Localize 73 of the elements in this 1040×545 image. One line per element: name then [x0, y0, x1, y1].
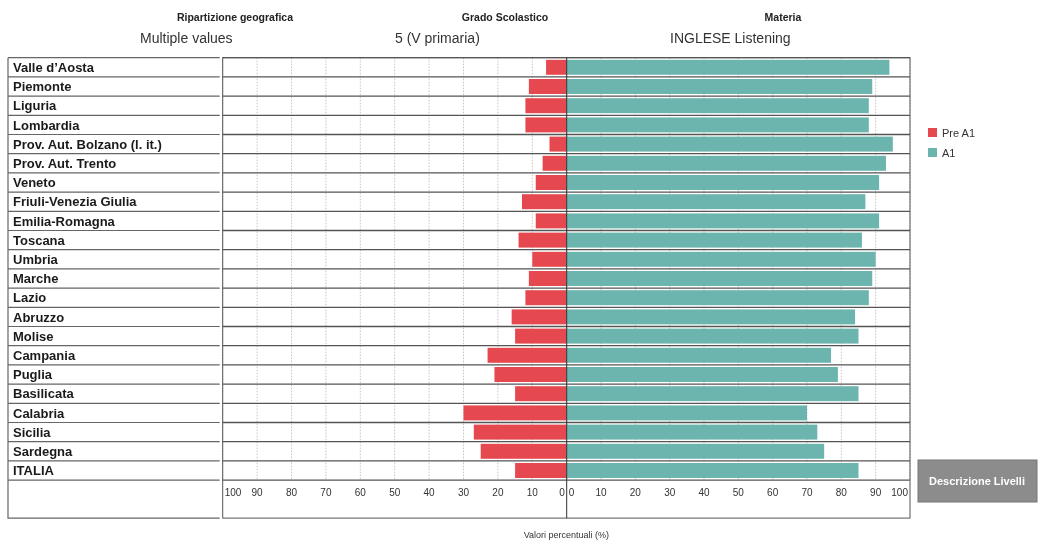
bar — [525, 117, 567, 133]
x-tick-label: 30 — [664, 487, 676, 498]
y-tick-label: Toscana — [13, 232, 66, 248]
y-tick-label: Umbria — [13, 251, 59, 267]
y-tick-label: Sardegna — [13, 443, 74, 459]
y-tick-label: Lombardia — [13, 117, 81, 133]
y-tick-label: Basilicata — [13, 386, 75, 402]
x-tick-label: 40 — [698, 487, 711, 498]
y-tick-label: Molise — [13, 328, 54, 344]
bar — [487, 347, 567, 363]
x-tick-label: 40 — [423, 487, 436, 498]
bar — [515, 386, 567, 402]
bar — [535, 213, 567, 229]
text: 5 (V primaria) — [395, 30, 480, 46]
button: Descrizione Livelli — [917, 459, 1038, 503]
y-tick-label: Emilia-Romagna — [13, 213, 116, 229]
x-tick-label: 0 — [559, 487, 566, 498]
bar — [532, 251, 567, 267]
x-tick-label: 70 — [801, 487, 814, 498]
text: Materia — [764, 11, 802, 23]
text: INGLESE Listening — [670, 30, 791, 46]
bar — [521, 194, 567, 210]
text: Grado Scolastico — [461, 11, 549, 23]
x-tick-label: 60 — [767, 487, 779, 498]
x-tick-label: 60 — [354, 487, 367, 498]
y-tick-label: Prov. Aut. Bolzano (l. it.) — [13, 136, 162, 152]
bar — [494, 367, 567, 382]
bar — [525, 290, 567, 306]
bar — [515, 463, 567, 478]
y-tick-label: Valle d’Aosta — [13, 59, 95, 75]
y-tick-label: Puglia — [13, 367, 53, 383]
x-tick-label: 50 — [389, 487, 401, 498]
text: Multiple values — [140, 30, 233, 46]
y-tick-label: Sicilia — [13, 424, 52, 440]
bar — [546, 59, 567, 75]
bar — [525, 98, 567, 114]
x-tick-label: 100 — [224, 487, 242, 498]
y-tick-label: Campania — [13, 347, 76, 363]
bar — [511, 309, 567, 325]
x-tick-label: 90 — [251, 487, 264, 498]
bar — [542, 155, 567, 171]
y-tick-label: Lazio — [13, 290, 47, 306]
bar — [515, 328, 567, 344]
bar — [528, 271, 567, 286]
y-tick-label: Abruzzo — [13, 309, 65, 325]
y-tick-label: Prov. Aut. Trento — [13, 155, 117, 171]
y-tick-label: Veneto — [13, 175, 56, 191]
x-tick-label: 80 — [285, 487, 298, 498]
y-tick-label: Piemonte — [13, 79, 72, 95]
y-tick-label: Calabria — [13, 405, 66, 421]
x-tick-label: 0 — [568, 487, 575, 498]
x-tick-label: 50 — [732, 487, 745, 498]
legend-label: Pre A1 — [942, 127, 976, 139]
bar — [535, 175, 567, 190]
x-tick-label: 70 — [320, 487, 332, 498]
x-tick-label: 30 — [457, 487, 470, 498]
bar — [528, 79, 567, 94]
x-tick-label: 10 — [595, 487, 608, 498]
y-tick-label: Liguria — [13, 98, 58, 114]
y-tick-label: Marche — [13, 271, 59, 287]
bar — [518, 232, 567, 248]
text: Ripartizione geografica — [176, 11, 294, 23]
x-axis-title: Valori percentuali (%) — [523, 530, 610, 540]
x-tick-label: 100 — [891, 487, 909, 498]
x-tick-label: 80 — [835, 487, 848, 498]
x-tick-label: 20 — [492, 487, 504, 498]
y-tick-label: ITALIA — [13, 463, 55, 479]
x-tick-label: 20 — [629, 487, 642, 498]
y-tick-label: Friuli-Venezia Giulia — [13, 194, 138, 210]
legend-label: A1 — [942, 147, 956, 159]
x-tick-label: 90 — [870, 487, 882, 498]
bar — [549, 136, 567, 152]
x-tick-label: 10 — [526, 487, 539, 498]
